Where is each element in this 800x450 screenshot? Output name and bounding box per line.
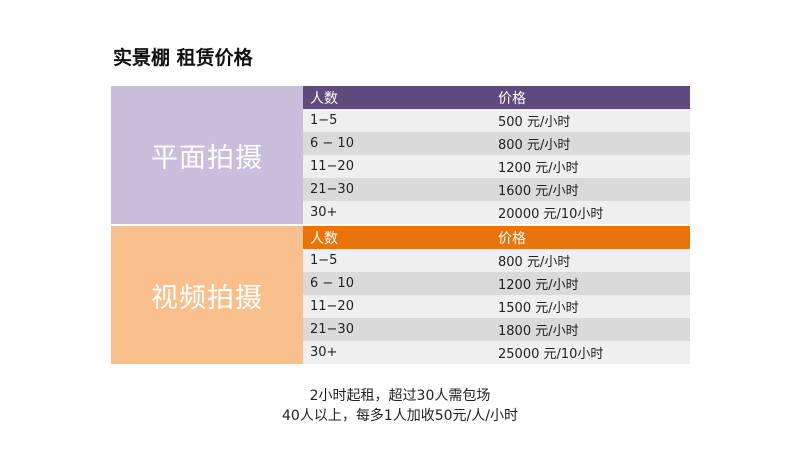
people-count-cell: 30+ — [310, 205, 338, 220]
table-row: 11−20 1200 元/小时 — [303, 155, 690, 178]
table-row: 30+ 25000 元/10小时 — [303, 341, 690, 364]
table-row: 6 − 10 1200 元/小时 — [303, 272, 690, 295]
photo-price-table: 人数 价格 1−5 500 元/小时 6 − 10 800 元/小时 11−20… — [303, 86, 690, 224]
people-count-cell: 1−5 — [310, 113, 338, 128]
people-count-cell: 6 − 10 — [310, 136, 354, 151]
column-header-price: 价格 — [498, 90, 526, 107]
people-count-cell: 1−5 — [310, 253, 338, 268]
video-price-table: 人数 价格 1−5 800 元/小时 6 − 10 1200 元/小时 11−2… — [303, 226, 690, 364]
table-row: 1−5 800 元/小时 — [303, 249, 690, 272]
table-row: 11−20 1500 元/小时 — [303, 295, 690, 318]
rental-note-line-1: 2小时起租，超过30人需包场 — [309, 388, 491, 404]
video-category-label: 视频拍摄 — [111, 226, 303, 364]
column-header-price: 价格 — [498, 230, 526, 247]
price-cell: 500 元/小时 — [498, 115, 571, 130]
table-header-row: 人数 价格 — [303, 86, 690, 109]
price-cell: 1200 元/小时 — [498, 278, 579, 293]
people-count-cell: 21−30 — [310, 182, 354, 197]
rental-note-line-2: 40人以上，每多1人加收50元/人/小时 — [282, 408, 518, 424]
price-cell: 20000 元/10小时 — [498, 207, 604, 222]
price-cell: 25000 元/10小时 — [498, 347, 604, 362]
table-header-row: 人数 价格 — [303, 226, 690, 249]
price-cell: 1200 元/小时 — [498, 161, 579, 176]
people-count-cell: 6 − 10 — [310, 276, 354, 291]
table-row: 21−30 1600 元/小时 — [303, 178, 690, 201]
people-count-cell: 21−30 — [310, 322, 354, 337]
photo-category-label: 平面拍摄 — [111, 86, 303, 224]
price-cell: 1500 元/小时 — [498, 301, 579, 316]
price-cell: 800 元/小时 — [498, 138, 571, 153]
column-header-count: 人数 — [310, 230, 338, 247]
column-header-count: 人数 — [310, 90, 338, 107]
price-cell: 1800 元/小时 — [498, 324, 579, 339]
people-count-cell: 30+ — [310, 345, 338, 360]
people-count-cell: 11−20 — [310, 159, 354, 174]
price-cell: 1600 元/小时 — [498, 184, 579, 199]
table-row: 6 − 10 800 元/小时 — [303, 132, 690, 155]
page-title: 实景棚 租赁价格 — [113, 47, 253, 69]
table-row: 21−30 1800 元/小时 — [303, 318, 690, 341]
video-pricing-block: 视频拍摄 人数 价格 1−5 800 元/小时 6 − 10 1200 元/小时… — [111, 226, 690, 364]
table-row: 1−5 500 元/小时 — [303, 109, 690, 132]
price-cell: 800 元/小时 — [498, 255, 571, 270]
photo-pricing-block: 平面拍摄 人数 价格 1−5 500 元/小时 6 − 10 800 元/小时 … — [111, 86, 690, 224]
table-row: 30+ 20000 元/10小时 — [303, 201, 690, 224]
people-count-cell: 11−20 — [310, 299, 354, 314]
